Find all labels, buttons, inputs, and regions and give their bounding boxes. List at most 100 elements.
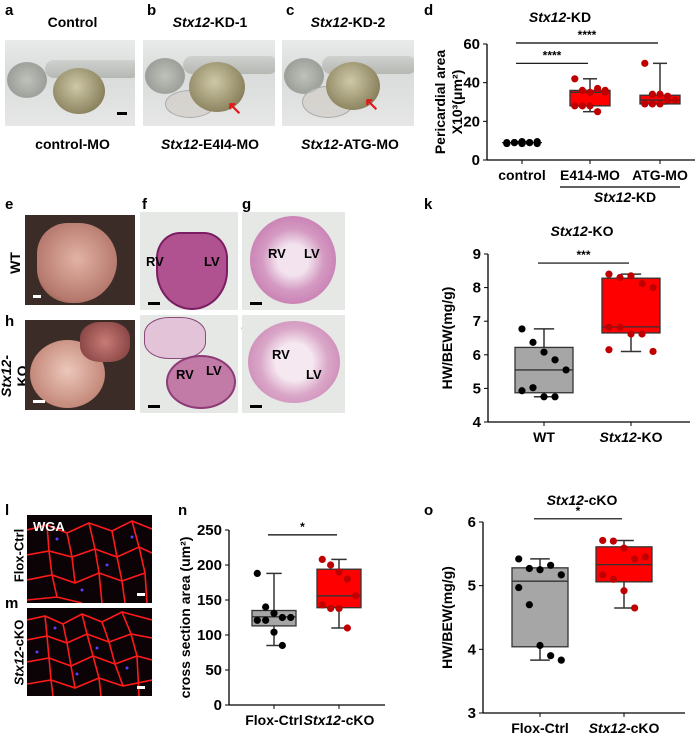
y-axis-label: cross section area (um²) [177, 537, 193, 699]
data-point [518, 387, 526, 395]
y-tick-label: 3 [468, 705, 476, 722]
data-point [671, 96, 679, 104]
panel-label-l: l [5, 502, 10, 519]
panel-label-c: c [286, 2, 295, 19]
chart-k: 4 5 6 7 8 9 HW/BEW(mg/g) *** [439, 246, 690, 431]
data-point [551, 356, 559, 364]
data-point [278, 613, 286, 622]
y-axis-label: HW/BEW(mg/g) [439, 287, 455, 390]
data-point [616, 273, 624, 282]
data-point [518, 139, 526, 148]
data-point [318, 555, 326, 564]
scale-bar [250, 405, 262, 408]
data-point [641, 100, 649, 108]
box-Flox-Ctrl [511, 567, 569, 648]
data-point [515, 583, 523, 592]
y-tick-label: 200 [197, 557, 222, 574]
data-point [536, 566, 544, 574]
data-point [638, 279, 646, 288]
x-tick-label: Stx12-KO [599, 429, 662, 445]
panel-label-m: m [5, 595, 19, 612]
scale-bar [137, 593, 145, 596]
data-point [571, 75, 579, 83]
chart-title: Stx12-KD [529, 9, 591, 25]
significance-label: * [576, 504, 581, 518]
y-tick-label: 40 [463, 75, 480, 92]
panel-label-d: d [424, 2, 434, 19]
data-point [526, 139, 534, 147]
significance-label: *** [576, 248, 590, 262]
chart-d: 0 20 40 60 Pericardial area X10³(μm²) **** **** [432, 28, 695, 188]
data-point [605, 346, 613, 354]
y-tick-label: 150 [197, 592, 222, 609]
data-point [510, 139, 518, 147]
heart-section-wt: RV LV [140, 212, 238, 310]
panel-c-title: Stx12-KD-2 [310, 14, 386, 30]
data-point [529, 338, 537, 346]
wga-image-cko [27, 608, 152, 696]
scale-bar [148, 405, 160, 408]
y-tick-label: 5 [468, 578, 476, 595]
ventricle-section-wt: RV LV [242, 212, 345, 310]
y-tick-label: 250 [197, 522, 222, 539]
y-tick-label: 6 [468, 514, 476, 531]
panel-label-f: f [142, 196, 147, 213]
data-point [641, 553, 649, 561]
x-tick-label: control [498, 167, 545, 183]
data-point [529, 384, 537, 392]
scale-bar [33, 400, 45, 403]
data-point [627, 272, 635, 280]
panel-b-caption: Stx12-E4I4-MO [160, 136, 260, 152]
data-point [547, 652, 555, 660]
y-tick-label: 7 [473, 313, 481, 330]
scale-bar [33, 295, 41, 298]
data-point [287, 613, 295, 622]
y-tick-label: 60 [463, 36, 480, 53]
data-point [609, 575, 617, 583]
data-point [525, 601, 533, 609]
data-point [648, 90, 657, 98]
lv-label: LV [306, 367, 322, 382]
data-point [515, 555, 523, 563]
data-point [540, 348, 548, 356]
x-tick-label: Stx12-cKO [589, 720, 660, 735]
data-point [620, 587, 628, 595]
data-point [327, 561, 335, 569]
data-point [536, 641, 544, 650]
data-point [335, 604, 343, 613]
panel-label-a: a [5, 2, 14, 19]
y-tick-label: 5 [473, 380, 481, 397]
data-point [586, 102, 594, 110]
rv-label: RV [268, 246, 286, 261]
x-tick-label: Stx12-cKO [304, 712, 375, 728]
data-point [262, 603, 270, 611]
y-tick-label: 8 [473, 280, 481, 297]
data-point [571, 102, 579, 110]
rv-label: RV [176, 367, 194, 382]
y-axis-label: HW/BEW(mg/g) [439, 566, 455, 669]
scale-bar [137, 686, 145, 689]
x-tick-label: ATG-MO [632, 167, 688, 183]
data-point [620, 544, 628, 552]
data-point [503, 139, 511, 148]
data-point [525, 564, 533, 573]
embryo-image-kd1: ↖ [143, 40, 275, 126]
y-tick-label: 4 [468, 641, 477, 658]
panel-label-n: n [178, 502, 188, 519]
data-point [656, 100, 664, 108]
chart-title: Stx12-cKO [547, 492, 618, 508]
ventricle-section-ko: RV LV [242, 315, 345, 413]
wga-label: WGA [33, 519, 65, 534]
panel-a-title: Control [47, 14, 98, 30]
panel-c-caption: Stx12-ATG-MO [301, 136, 399, 152]
data-point [270, 628, 278, 636]
chart-o: 3 4 5 6 HW/BEW(mg/g) * [439, 504, 685, 722]
arrow-icon: ↖ [227, 98, 243, 118]
scale-bar [117, 112, 127, 115]
x-tick-label: WT [533, 429, 555, 445]
x-tick-label: Flox-Ctrl [245, 712, 303, 728]
data-point [656, 90, 664, 98]
heart-section-ko: RV LV [140, 315, 238, 413]
significance-label: **** [543, 48, 562, 62]
